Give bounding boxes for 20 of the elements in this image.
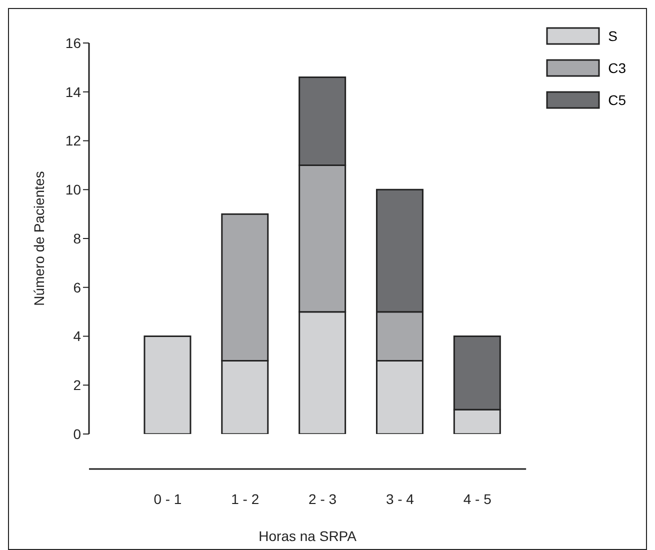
x-tick-label: 3 - 4: [386, 491, 414, 507]
y-tick-label: 4: [73, 328, 82, 344]
x-tick-label: 1 - 2: [231, 491, 260, 507]
y-tick-label: 16: [65, 34, 82, 51]
x-tick-label: 0 - 1: [154, 491, 182, 507]
legend-label: S: [608, 28, 618, 44]
y-tick-label: 2: [73, 377, 82, 394]
y-tick-label: 14: [65, 84, 82, 100]
legend-label: C3: [608, 60, 626, 76]
y-tick-label: 8: [73, 230, 82, 246]
y-tick-label: 10: [65, 182, 82, 198]
y-tick-label: 0: [73, 426, 82, 442]
y-tick-label: 12: [65, 132, 82, 149]
x-axis-title: Horas na SRPA: [258, 528, 358, 544]
bar: [144, 336, 192, 434]
y-tick-label: 6: [73, 279, 82, 296]
x-tick-label: 2 - 3: [308, 491, 337, 507]
x-tick-label: 4 - 5: [463, 491, 492, 507]
legend-label: C5: [608, 92, 626, 108]
y-axis-title: Número de Pacientes: [30, 171, 47, 306]
